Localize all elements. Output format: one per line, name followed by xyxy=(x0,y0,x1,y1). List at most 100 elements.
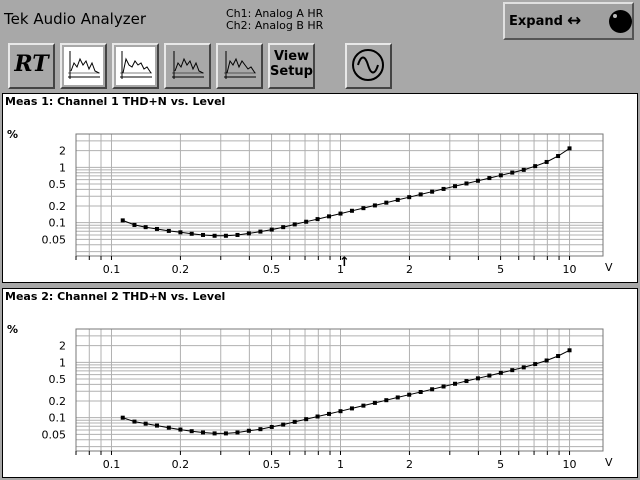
graph-icon xyxy=(224,51,256,79)
data-point xyxy=(338,409,343,414)
knob-icon xyxy=(609,10,632,33)
data-point xyxy=(315,414,320,419)
data-point xyxy=(349,406,354,411)
expand-button[interactable]: Expand ↔ xyxy=(503,2,634,40)
y-tick-label: 1 xyxy=(59,356,66,369)
y-tick-label: 0.5 xyxy=(49,178,67,191)
data-point xyxy=(166,425,171,430)
meas-2-panel: 0.1 0.2 0.5 1 2 5 10 2 1 0.5 0.2 0.1 0.05 V Meas 2: C… xyxy=(2,288,638,478)
x-tick-label: 2 xyxy=(406,263,413,276)
data-point xyxy=(395,197,400,202)
data-point xyxy=(567,348,572,353)
x-unit-label: V xyxy=(605,261,613,274)
graph-button-4[interactable] xyxy=(216,43,263,89)
plot-frame xyxy=(75,328,604,452)
generator-button[interactable] xyxy=(345,43,392,89)
x-unit-label: V xyxy=(605,456,613,469)
data-point xyxy=(567,146,572,151)
data-point xyxy=(338,211,343,216)
data-point xyxy=(487,176,492,181)
series-line xyxy=(122,147,570,237)
meas-1-chart[interactable]: 0.1 0.2 0.5 1 2 5 10 2 1 0.5 0.2 0.1 0.05 V ↑ xyxy=(3,94,637,282)
data-point xyxy=(384,200,389,205)
channel-info: Ch1: Analog A HR Ch2: Analog B HR xyxy=(226,8,323,32)
data-point xyxy=(235,232,240,237)
data-point xyxy=(258,229,263,234)
meas-2-title: Meas 2: Channel 2 THD+N vs. Level xyxy=(5,290,226,303)
graph-button-3[interactable] xyxy=(164,43,211,89)
x-tick-label: 10 xyxy=(563,263,577,276)
data-point xyxy=(292,419,297,424)
data-point xyxy=(292,222,297,227)
data-point xyxy=(521,365,526,370)
data-point xyxy=(269,227,274,232)
data-point xyxy=(189,231,194,236)
graph-button-2[interactable] xyxy=(112,43,159,89)
data-point xyxy=(475,376,480,381)
x-tick-label: 0.5 xyxy=(263,458,281,471)
top-bar: Tek Audio Analyzer Ch1: Analog A HR Ch2:… xyxy=(0,0,640,92)
data-point xyxy=(464,181,469,186)
data-point xyxy=(510,368,515,373)
graph-icon xyxy=(172,51,204,79)
y-tick-label: 2 xyxy=(59,340,66,353)
channel-2-label: Ch2: Analog B HR xyxy=(226,19,324,32)
x-tick-label: 1 xyxy=(337,263,344,276)
data-point xyxy=(441,186,446,191)
graph-button-1[interactable] xyxy=(60,43,107,89)
rt-button[interactable]: RT xyxy=(8,43,55,89)
data-point xyxy=(418,192,423,197)
expand-label: Expand xyxy=(509,14,563,29)
meas-2-chart[interactable]: 0.1 0.2 0.5 1 2 5 10 2 1 0.5 0.2 0.1 0.05 V xyxy=(3,289,637,477)
plot-frame xyxy=(75,133,604,257)
data-point xyxy=(281,422,286,427)
x-tick-label: 5 xyxy=(497,458,504,471)
data-point xyxy=(120,415,125,420)
x-tick-label: 0.1 xyxy=(103,263,121,276)
data-point xyxy=(143,225,148,230)
y-tick-label: 0.1 xyxy=(49,412,67,425)
data-point xyxy=(223,233,228,238)
app-title: Tek Audio Analyzer xyxy=(4,10,146,28)
rt-label: RT xyxy=(14,51,49,77)
data-point xyxy=(166,228,171,233)
data-point xyxy=(154,226,159,231)
data-point xyxy=(464,379,469,384)
x-tick-label: 0.2 xyxy=(172,263,190,276)
data-point xyxy=(361,206,366,211)
data-point xyxy=(132,222,137,227)
meas-1-panel: 0.1 0.2 0.5 1 2 5 10 2 1 0.5 0.2 0.1 0.05 V ↑ Meas 1: … xyxy=(2,93,638,283)
data-point xyxy=(327,214,332,219)
data-point xyxy=(533,164,538,169)
data-point xyxy=(487,373,492,378)
data-point xyxy=(327,411,332,416)
data-point xyxy=(178,230,183,235)
data-point xyxy=(349,208,354,213)
data-point xyxy=(407,392,412,397)
view-setup-button[interactable]: View Setup xyxy=(268,43,315,89)
data-point xyxy=(418,389,423,394)
data-point xyxy=(120,218,125,223)
y-tick-label: 2 xyxy=(59,145,66,158)
app-name: Audio Analyzer xyxy=(33,10,146,28)
data-point xyxy=(304,219,309,224)
data-point xyxy=(453,381,458,386)
meas-1-y-unit: % xyxy=(7,128,19,141)
sine-wave-icon xyxy=(352,49,384,81)
data-point xyxy=(132,419,137,424)
data-point xyxy=(498,173,503,178)
y-tick-label: 0.2 xyxy=(49,200,67,213)
left-right-arrow-icon: ↔ xyxy=(567,11,582,31)
data-point xyxy=(498,370,503,375)
x-tick-label: 0.1 xyxy=(103,458,121,471)
series-line xyxy=(122,349,570,434)
channel-1-label: Ch1: Analog A HR xyxy=(226,7,324,20)
data-point xyxy=(246,231,251,236)
view-label: View xyxy=(273,49,310,64)
data-point xyxy=(212,233,217,238)
data-point xyxy=(361,403,366,408)
x-tick-label: 2 xyxy=(406,458,413,471)
cursor-marker-icon[interactable]: ↑ xyxy=(339,255,350,270)
y-tick-label: 1 xyxy=(59,161,66,174)
data-point xyxy=(372,400,377,405)
